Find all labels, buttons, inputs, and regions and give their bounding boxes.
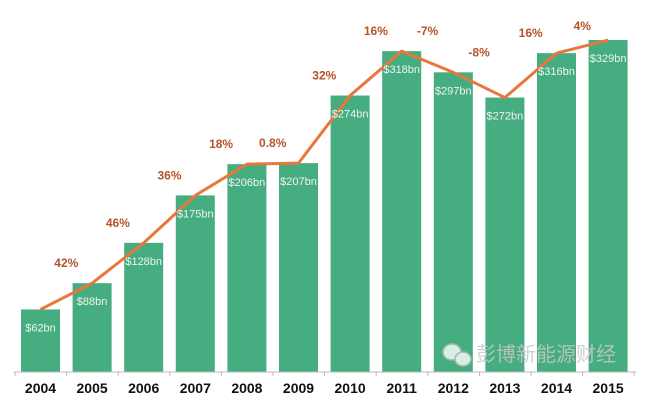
- x-tick-label: 2006: [128, 380, 159, 396]
- bar-2011: [382, 51, 422, 372]
- growth-line: [39, 38, 609, 311]
- growth-label: 42%: [54, 256, 78, 270]
- growth-label: 4%: [574, 19, 592, 33]
- value-label: $206bn: [229, 177, 266, 189]
- x-tick-label: 2008: [231, 380, 262, 396]
- watermark: 彭博新能源财经: [442, 342, 616, 367]
- x-tick-label: 2007: [180, 380, 211, 396]
- bar-2012: [433, 72, 473, 373]
- growth-label: 46%: [106, 216, 130, 230]
- x-tick-label: 2009: [283, 380, 314, 396]
- x-tick-label: 2010: [335, 380, 366, 396]
- value-label: $297bn: [435, 85, 472, 97]
- value-label: $272bn: [487, 111, 524, 123]
- growth-label: 16%: [364, 24, 388, 38]
- growth-label: -8%: [468, 45, 490, 59]
- value-label: $88bn: [77, 296, 108, 308]
- x-tick-label: 2013: [489, 380, 520, 396]
- bar-2013: [485, 97, 525, 372]
- x-tick-label: 2004: [25, 380, 56, 396]
- value-label: $175bn: [177, 208, 214, 220]
- x-tick-label: 2005: [77, 380, 108, 396]
- x-tick-label: 2014: [541, 380, 572, 396]
- value-label: $274bn: [332, 109, 369, 121]
- bar-2005: [72, 283, 112, 372]
- growth-label: 0.8%: [259, 136, 287, 150]
- bar-2014: [537, 53, 576, 372]
- bar-2010: [330, 95, 370, 372]
- bar-2004: [21, 309, 60, 372]
- bar-2006: [124, 242, 164, 372]
- x-tick-label: 2012: [438, 380, 469, 396]
- value-label: $207bn: [280, 176, 317, 188]
- bar-2007: [175, 195, 215, 372]
- x-tick-label: 2011: [387, 380, 418, 396]
- value-label: $316bn: [538, 66, 575, 78]
- value-label: $128bn: [125, 256, 162, 268]
- bar-2015: [588, 40, 628, 372]
- value-label: $318bn: [383, 64, 420, 76]
- value-label: $62bn: [25, 322, 56, 334]
- value-label: $329bn: [590, 53, 627, 65]
- growth-label: 16%: [519, 26, 543, 40]
- bar-2008: [227, 164, 267, 372]
- growth-label: -7%: [417, 24, 439, 38]
- growth-label: 18%: [209, 137, 233, 151]
- growth-label: 36%: [157, 168, 181, 182]
- growth-label: 32%: [312, 69, 336, 83]
- x-tick-label: 2015: [593, 380, 624, 396]
- watermark-text: 彭博新能源财经: [476, 342, 616, 366]
- wechat-icon: [442, 343, 472, 367]
- bar-2009: [279, 163, 318, 372]
